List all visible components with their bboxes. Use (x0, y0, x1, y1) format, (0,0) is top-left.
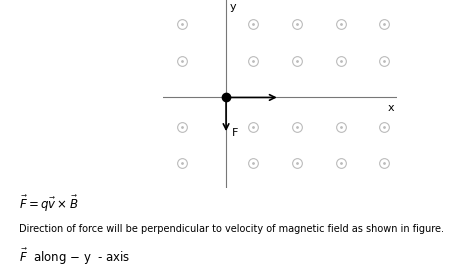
Text: $\vec{F} = q\vec{v} \times \vec{B}$: $\vec{F} = q\vec{v} \times \vec{B}$ (19, 194, 78, 214)
Text: x: x (388, 103, 394, 113)
Text: F: F (232, 128, 238, 138)
Text: Direction of force will be perpendicular to velocity of magnetic field as shown : Direction of force will be perpendicular… (19, 224, 444, 234)
Text: $\vec{F}$  along $-$ y  - axis: $\vec{F}$ along $-$ y - axis (19, 247, 130, 267)
Text: y: y (230, 2, 237, 12)
